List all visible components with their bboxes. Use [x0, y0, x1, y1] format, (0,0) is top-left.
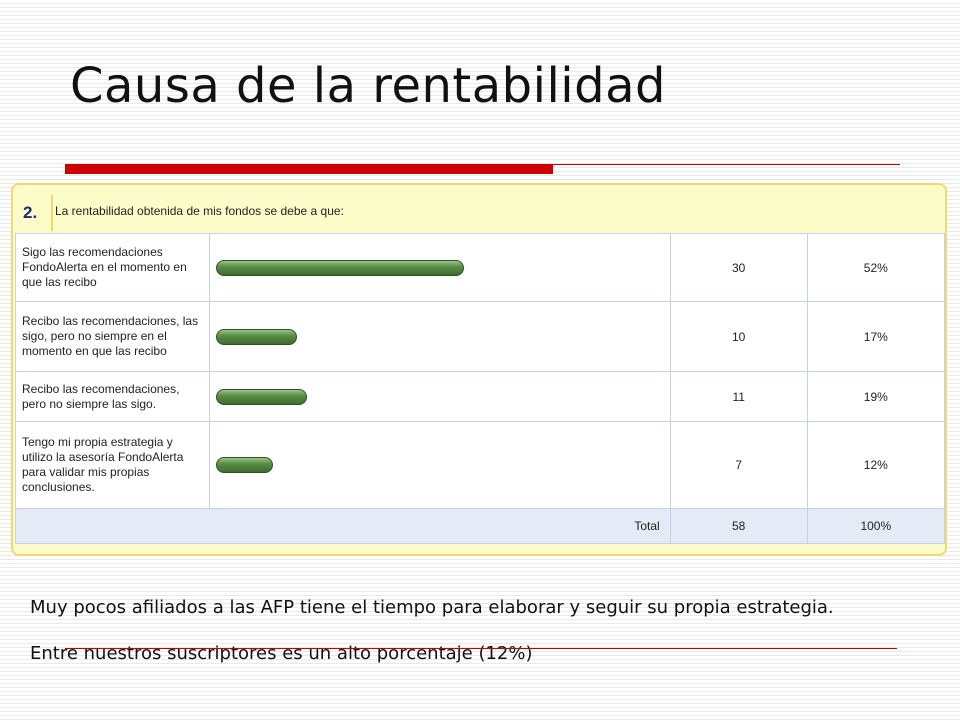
slide-title: Causa de la rentabilidad [70, 58, 666, 114]
total-percent: 100% [806, 508, 946, 544]
bar [215, 259, 464, 276]
bar [215, 457, 273, 473]
body-paragraph: Entre nuestros suscriptores es un alto p… [30, 643, 533, 664]
answer-percent: 52% [806, 233, 946, 302]
bar [215, 328, 297, 345]
question-text: La rentabilidad obtenida de mis fondos s… [55, 204, 344, 218]
answer-count: 11 [669, 371, 808, 422]
result-row: Sigo las recomendaciones FondoAlerta en … [15, 233, 946, 302]
answer-percent: 19% [806, 371, 946, 422]
answer-count: 10 [669, 301, 808, 372]
total-label: Total [15, 508, 671, 544]
total-row: Total 58 100% [15, 508, 946, 544]
answer-count: 30 [669, 233, 808, 302]
total-count: 58 [669, 508, 808, 544]
answer-percent: 12% [806, 421, 946, 509]
question-divider [51, 195, 53, 231]
footer-accent-line [65, 648, 897, 649]
result-row: Tengo mi propia estrategia y utilizo la … [15, 421, 946, 509]
title-accent-bar [65, 164, 553, 174]
title-accent-line [553, 164, 900, 165]
slide-body: Muy pocos afiliados a las AFP tiene el t… [30, 596, 910, 688]
results-table: Sigo las recomendaciones FondoAlerta en … [15, 233, 946, 544]
answer-count: 7 [669, 421, 808, 509]
bar-cell [208, 301, 671, 372]
answer-label: Recibo las recomendaciones, las sigo, pe… [15, 301, 210, 372]
survey-results-panel: 2. La rentabilidad obtenida de mis fondo… [11, 183, 947, 556]
question-header: 2. La rentabilidad obtenida de mis fondo… [13, 185, 945, 233]
answer-label: Recibo las recomendaciones, pero no siem… [15, 371, 210, 422]
bar-cell [208, 371, 671, 422]
result-row: Recibo las recomendaciones, las sigo, pe… [15, 301, 946, 372]
body-paragraph: Muy pocos afiliados a las AFP tiene el t… [30, 597, 834, 618]
answer-label: Tengo mi propia estrategia y utilizo la … [15, 421, 210, 509]
bar-cell [208, 233, 671, 302]
answer-label: Sigo las recomendaciones FondoAlerta en … [15, 233, 210, 302]
question-number: 2. [23, 203, 38, 222]
bar [215, 388, 307, 405]
result-row: Recibo las recomendaciones, pero no siem… [15, 371, 946, 422]
bar-cell [208, 421, 671, 509]
answer-percent: 17% [806, 301, 946, 372]
